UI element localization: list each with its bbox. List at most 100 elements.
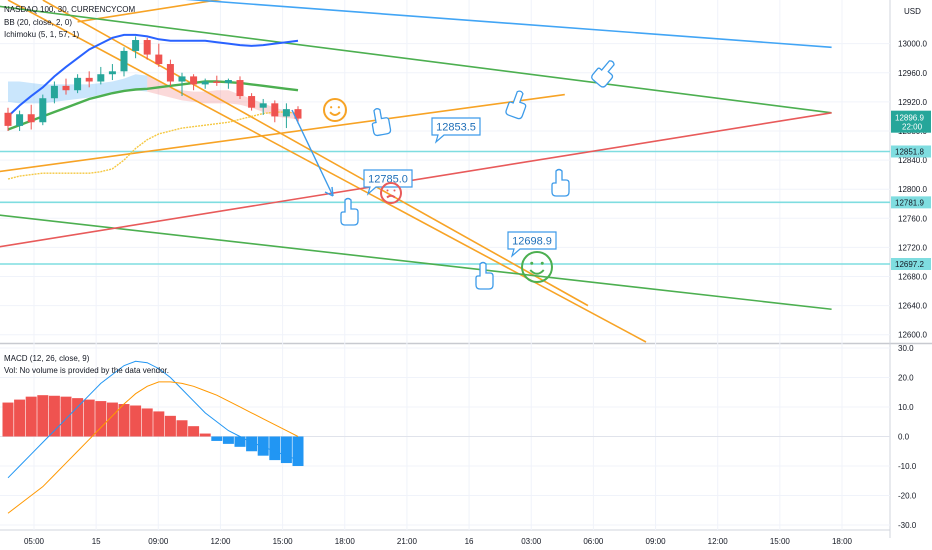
hand-pointer-icon (340, 197, 359, 226)
smiley-face (380, 182, 402, 204)
macd-hist-bar (83, 399, 95, 437)
smiley-mouth (329, 111, 341, 116)
macd-legend[interactable]: MACD (12, 26, close, 9) (4, 354, 90, 363)
candle-body (294, 109, 302, 119)
bb-upper-line (7, 33, 299, 118)
smiley-eye (393, 189, 396, 192)
hand-shape (505, 90, 527, 120)
macd-hist-bar (72, 398, 84, 437)
macd-hist-bar (14, 399, 26, 437)
hand-shape (340, 197, 359, 226)
callout-text: 12698.9 (512, 236, 552, 248)
macd-hist-bar (130, 405, 142, 437)
macd-hist-bar (106, 402, 118, 437)
callout-1[interactable]: 12853.5 (431, 117, 481, 144)
trend-line-green (0, 5, 832, 114)
candle-body (97, 74, 105, 82)
candle-body (85, 77, 93, 82)
macd-tick-label: -10.0 (898, 462, 917, 471)
macd-tick-label: 0.0 (898, 433, 910, 442)
time-tick-label: 12:00 (210, 537, 231, 546)
candle-body (178, 76, 186, 82)
hand-pointer-icon (591, 60, 615, 88)
price-tick-label: 12840.0 (898, 156, 927, 165)
trend-line-blue (185, 0, 832, 49)
candle-body (201, 81, 209, 85)
candle-body (132, 40, 140, 51)
candle-body (62, 85, 70, 91)
candle-body (155, 54, 163, 65)
indicator-overlays (7, 33, 299, 180)
price-tick-label: 12640.0 (898, 302, 927, 311)
current-price-badge (891, 110, 931, 133)
macd-tick-label: 10.0 (898, 403, 914, 412)
level-badge (891, 257, 931, 270)
callout-2[interactable]: 12785.0 (363, 169, 413, 196)
candle-body (248, 96, 256, 108)
time-tick-label: 12:00 (708, 537, 729, 546)
time-tick-label: 18:00 (335, 537, 356, 546)
price-tick-label: 12920.0 (898, 98, 927, 107)
macd-tick-label: -30.0 (898, 521, 917, 530)
arrow-line (291, 109, 334, 197)
trend-line-red (0, 111, 832, 248)
level-badge-text: 12697.2 (895, 260, 924, 269)
smiley-happy-icon (323, 98, 347, 122)
macd-hist-bar (199, 433, 211, 437)
macd-hist-bar (48, 395, 60, 437)
level-badge-text: 12781.9 (895, 198, 924, 207)
smiley-eye (530, 261, 534, 265)
candle-body (16, 114, 24, 126)
candle-body (259, 103, 267, 108)
macd-hist-bar (211, 436, 223, 441)
candle-body (236, 80, 244, 97)
macd-hist-bar (141, 408, 153, 437)
time-tick-label: 15:00 (770, 537, 791, 546)
price-tick-label: 12760.0 (898, 214, 927, 223)
macd-hist-bar (292, 436, 304, 467)
macd-hist-bar (153, 411, 165, 437)
trend-line-orange (0, 93, 565, 173)
macd-line (7, 360, 299, 479)
cloud-bearish (147, 75, 298, 120)
smiley-eye (337, 106, 340, 109)
smiley-big-happy-icon (521, 251, 553, 283)
arrow-head (324, 186, 334, 197)
smiley-eye (540, 261, 544, 265)
smiley-face (521, 251, 553, 283)
candle-body (108, 71, 116, 75)
candle-body (271, 103, 279, 117)
ichimoku-legend[interactable]: Ichimoku (5, 1, 57, 1) (4, 30, 80, 39)
candles (4, 36, 302, 131)
trend-line-orange (7, 0, 647, 343)
macd-hist-bar (280, 436, 292, 464)
candle-body (213, 81, 221, 83)
current-price-text: 12896.9 (895, 114, 924, 123)
time-tick-label: 15 (92, 537, 101, 546)
macd-pane (0, 360, 890, 514)
macd-hist-bar (118, 404, 130, 437)
currency-label: USD (904, 7, 921, 16)
candle-body (282, 109, 290, 117)
candle-body (166, 64, 174, 82)
hand-shape (475, 261, 494, 290)
smiley-eye (386, 189, 389, 192)
hand-shape (591, 60, 615, 88)
macd-tick-label: 30.0 (898, 344, 914, 353)
hand-pointer-icon (551, 168, 570, 197)
time-tick-label: 06:00 (583, 537, 604, 546)
macd-hist-bar (37, 395, 49, 437)
candle-body (74, 77, 82, 91)
time-tick-label: 09:00 (148, 537, 169, 546)
candle-body (27, 114, 35, 123)
callout-box (431, 117, 481, 144)
callout-3[interactable]: 12698.9 (507, 231, 557, 258)
time-tick-label: 09:00 (646, 537, 667, 546)
bb-legend[interactable]: BB (20, close, 2, 0) (4, 18, 73, 27)
time-tick-label: 03:00 (521, 537, 542, 546)
annotations[interactable]: 12853.5 12785.0 12698.9 (291, 57, 620, 290)
hand-pointer-icon (505, 90, 527, 120)
trend-line-green (0, 214, 832, 311)
symbol-legend[interactable]: NASDAQ 100, 30, CURRENCYCOM (4, 5, 136, 14)
